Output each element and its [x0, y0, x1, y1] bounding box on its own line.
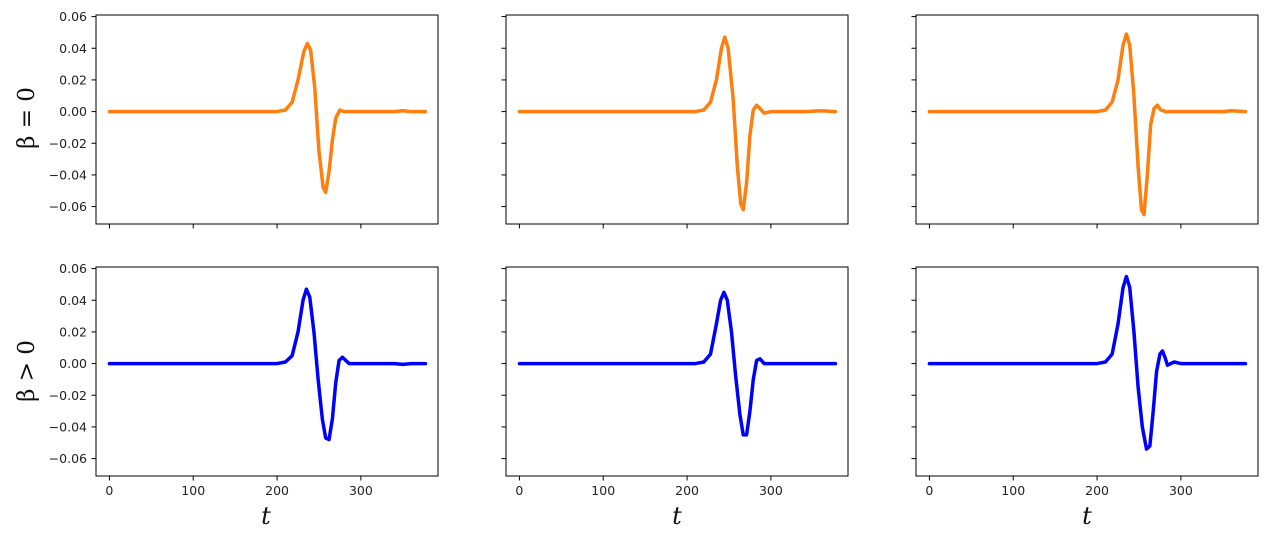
y-tick-label-r2c1: −0.02	[49, 388, 87, 403]
panel-r2c2: 0 100 200 300	[501, 266, 849, 498]
axes-frame-r1c1	[95, 14, 439, 225]
x-tick-label-r2c1: 0	[105, 483, 113, 498]
row-label-beta-zero: β = 0	[14, 87, 40, 149]
x-tick-label-r2c3: 300	[1169, 483, 1193, 498]
x-tick-label-r2c1: 200	[265, 483, 289, 498]
y-tick-label-r1c1: 0.04	[59, 41, 87, 56]
series-line-r2c1	[107, 287, 428, 442]
y-tick-label-r1c1: −0.02	[49, 136, 87, 151]
x-tick-label-r2c1: 300	[349, 483, 373, 498]
y-tick-label-r1c1: 0.06	[59, 9, 87, 24]
x-axis-label-col-1: t	[261, 502, 271, 530]
axes-frame-r2c2	[505, 266, 849, 477]
axes-frame-r2c3	[915, 266, 1259, 477]
x-tick-label-r2c3: 100	[1001, 483, 1025, 498]
x-tick-label-r2c2: 100	[591, 483, 615, 498]
y-tick-label-r1c1: 0.00	[59, 104, 87, 119]
y-tick-label-r2c1: 0.04	[59, 293, 87, 308]
series-line-r1c1	[107, 41, 428, 195]
series-line-r1c2	[517, 35, 838, 212]
series-line-r2c2	[517, 290, 838, 437]
y-tick-label-r2c1: 0.00	[59, 356, 87, 371]
x-tick-label-r2c2: 300	[759, 483, 783, 498]
series-line-r2c3	[927, 274, 1248, 451]
row-label-beta-positive: β > 0	[14, 340, 40, 402]
panels-group: 0.060.040.020.00−0.02−0.04−0.060.060.040…	[49, 9, 1259, 498]
panel-r1c3	[911, 14, 1259, 229]
panel-r1c1: 0.06 0.04 0.02 0.00 −0.02 −0.04 −0.06	[49, 9, 439, 229]
axes-frame-r1c3	[915, 14, 1259, 225]
x-tick-label-r2c1: 100	[181, 483, 205, 498]
x-tick-label-r2c3: 200	[1085, 483, 1109, 498]
y-tick-label-r2c1: 0.06	[59, 261, 87, 276]
panel-r2c1: 0.06 0.04 0.02 0.00 −0.02 −0.04 −0.06 0 100 200 30…	[49, 261, 439, 498]
y-tick-label-r2c1: 0.02	[59, 324, 87, 339]
y-tick-label-r1c1: 0.02	[59, 72, 87, 87]
axes-frame-r2c1	[95, 266, 439, 477]
axes-frame-r1c2	[505, 14, 849, 225]
y-tick-label-r1c1: −0.04	[49, 167, 87, 182]
x-tick-label-r2c3: 0	[925, 483, 933, 498]
x-tick-label-r2c2: 200	[675, 483, 699, 498]
x-tick-label-r2c2: 0	[515, 483, 523, 498]
x-axis-label-col-2: t	[672, 502, 682, 530]
y-tick-label-r2c1: −0.04	[49, 419, 87, 434]
panel-r2c3: 0 100 200 300	[911, 266, 1259, 498]
y-tick-label-r1c1: −0.06	[49, 199, 87, 214]
panel-r1c2	[501, 14, 849, 229]
x-axis-label-col-3: t	[1082, 502, 1092, 530]
series-line-r1c3	[927, 32, 1248, 217]
y-tick-label-r2c1: −0.06	[49, 451, 87, 466]
